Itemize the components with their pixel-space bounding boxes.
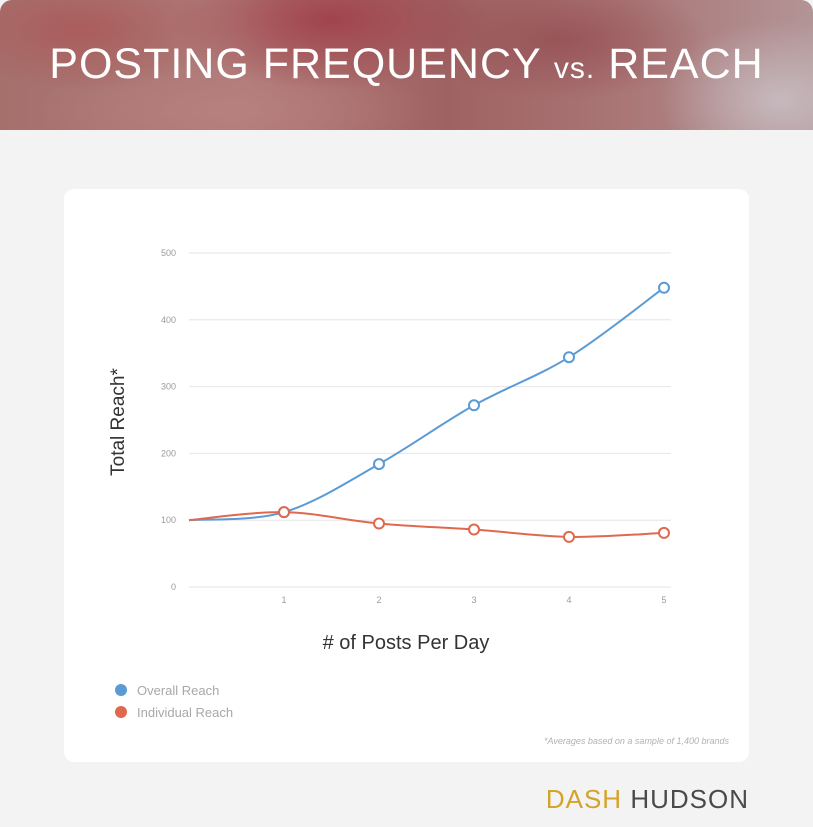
- y-tick-label: 300: [161, 382, 176, 392]
- y-tick-label: 100: [161, 515, 176, 525]
- data-point-individual: [658, 526, 670, 539]
- y-tick-label: 0: [171, 582, 176, 592]
- series-line-overall: [188, 286, 665, 522]
- y-tick-label: 200: [161, 448, 176, 458]
- header-banner: POSTING FREQUENCY vs. REACH: [0, 0, 813, 130]
- x-axis-title: # of Posts Per Day: [323, 632, 490, 654]
- data-point-overall: [373, 458, 385, 471]
- data-point-overall: [563, 351, 575, 364]
- legend-swatch-overall: [115, 684, 127, 696]
- brand-hudson: HUDSON: [630, 784, 749, 814]
- chart-card: [64, 189, 749, 762]
- footnote: *Averages based on a sample of 1,400 bra…: [544, 736, 729, 746]
- data-point-individual: [468, 523, 480, 536]
- legend-item-overall: Overall Reach: [115, 679, 233, 701]
- data-point-individual: [373, 517, 385, 530]
- brand-dash: DASH: [545, 784, 623, 814]
- x-tick-label: 3: [471, 595, 476, 605]
- y-axis-title: Total Reach*: [108, 368, 129, 476]
- legend-swatch-individual: [115, 706, 127, 718]
- y-tick-label: 400: [161, 315, 176, 325]
- x-tick-label: 5: [661, 595, 666, 605]
- legend-label-overall: Overall Reach: [137, 682, 220, 698]
- data-point-overall: [658, 281, 670, 294]
- title-vs: vs.: [553, 52, 596, 85]
- x-tick-label: 1: [281, 595, 286, 605]
- chart-legend: Overall Reach Individual Reach: [115, 679, 233, 723]
- series-line-individual: [188, 511, 665, 538]
- x-tick-label: 2: [376, 595, 381, 605]
- y-tick-label: 500: [161, 248, 176, 258]
- title-main: POSTING FREQUENCY: [49, 40, 541, 88]
- legend-item-individual: Individual Reach: [115, 701, 233, 723]
- legend-label-individual: Individual Reach: [137, 704, 234, 720]
- page-title: POSTING FREQUENCY vs. REACH: [0, 40, 813, 89]
- data-point-individual: [278, 506, 290, 519]
- brand-logo: DASH HUDSON: [546, 784, 749, 815]
- data-point-individual: [563, 530, 575, 543]
- data-point-overall: [468, 399, 480, 412]
- x-tick-label: 4: [566, 595, 571, 605]
- title-end: REACH: [608, 40, 764, 88]
